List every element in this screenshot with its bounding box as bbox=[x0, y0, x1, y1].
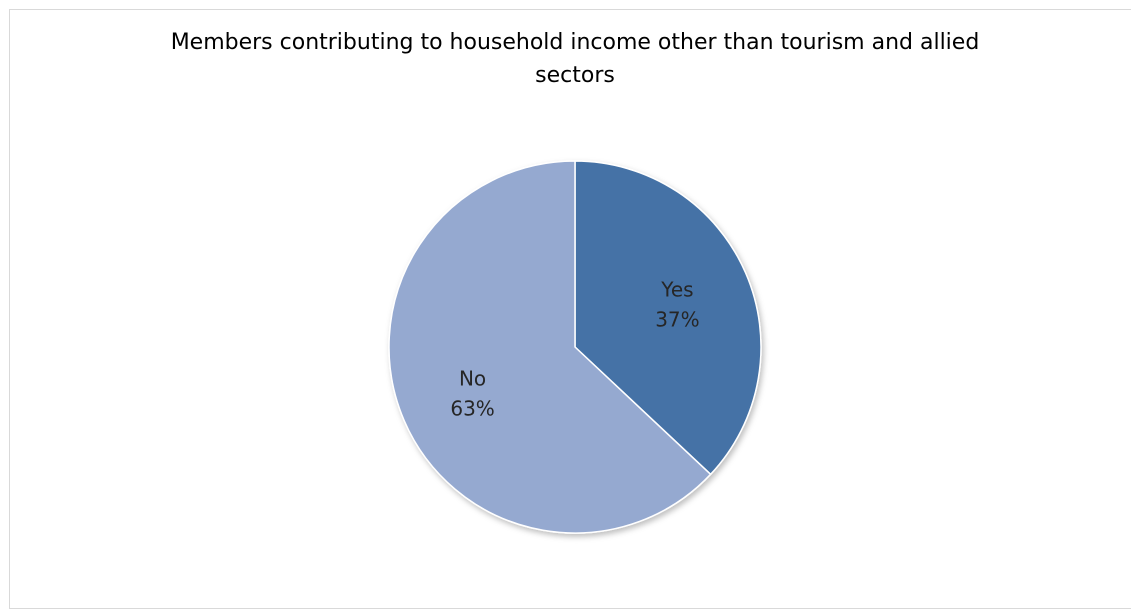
data-label-yes: Yes 37% bbox=[655, 278, 699, 332]
pie-slice-no bbox=[388, 160, 712, 534]
chart-title: Members contributing to household income… bbox=[170, 30, 980, 88]
data-label-no: No 63% bbox=[450, 366, 494, 420]
pie-slice-yes bbox=[574, 160, 762, 476]
pie-data-labels: Yes 37% No 63% bbox=[450, 278, 699, 421]
pie-slices bbox=[388, 160, 762, 534]
pie-chart: Yes 37% No 63% bbox=[388, 160, 762, 534]
